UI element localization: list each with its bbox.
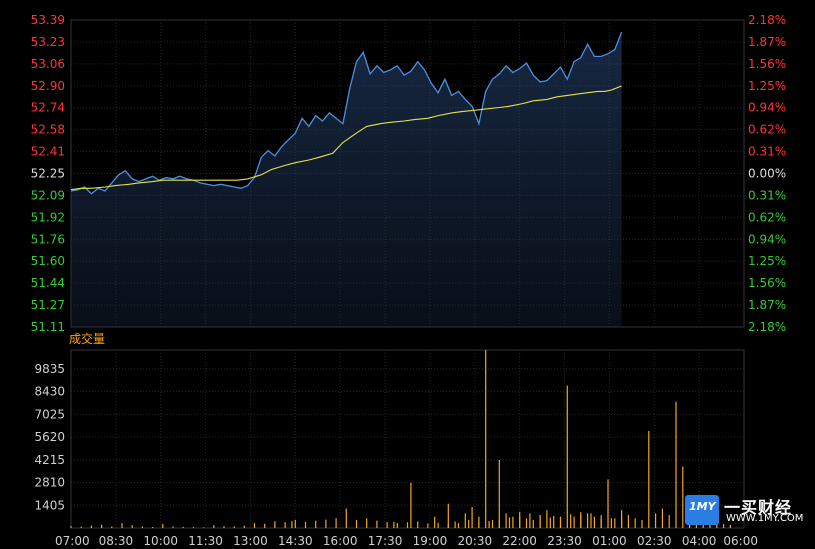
percent-tick-label: 1.25% bbox=[748, 254, 786, 268]
percent-tick-label: 1.87% bbox=[748, 35, 786, 49]
watermark-sub: WWW.1MY.COM bbox=[726, 513, 804, 524]
price-tick-label: 51.92 bbox=[31, 210, 65, 224]
percent-tick-label: 0.94% bbox=[748, 101, 786, 115]
price-area bbox=[71, 32, 622, 327]
x-tick-label: 16:00 bbox=[323, 534, 358, 548]
x-tick-label: 07:00 bbox=[55, 534, 90, 548]
price-tick-label: 51.27 bbox=[31, 298, 65, 312]
percent-tick-label: 0.62% bbox=[748, 123, 786, 137]
x-tick-label: 11:30 bbox=[188, 534, 223, 548]
x-tick-label: 02:30 bbox=[637, 534, 672, 548]
volume-title: 成交量 bbox=[69, 331, 105, 346]
price-tick-label: 53.39 bbox=[31, 13, 65, 27]
price-tick-label: 52.09 bbox=[31, 188, 65, 202]
percent-tick-label: 2.18% bbox=[748, 13, 786, 27]
price-tick-label: 53.06 bbox=[31, 57, 65, 71]
volume-tick-label: 8430 bbox=[34, 385, 65, 399]
watermark-mark: 1MY bbox=[689, 500, 716, 513]
percent-tick-label: 0.31% bbox=[748, 188, 786, 202]
percent-tick-label: 0.94% bbox=[748, 232, 786, 246]
price-tick-label: 51.76 bbox=[31, 232, 65, 246]
price-tick-label: 51.44 bbox=[31, 276, 65, 290]
price-tick-label: 52.25 bbox=[31, 167, 65, 181]
volume-tick-label: 5620 bbox=[34, 430, 65, 444]
x-tick-label: 20:30 bbox=[458, 534, 493, 548]
volume-tick-label: 4215 bbox=[34, 453, 65, 467]
x-tick-label: 17:30 bbox=[368, 534, 403, 548]
volume-tick-label: 1405 bbox=[34, 498, 65, 512]
price-tick-label: 52.41 bbox=[31, 145, 65, 159]
price-tick-label: 52.74 bbox=[31, 101, 65, 115]
average-line bbox=[70, 85, 622, 191]
x-tick-label: 19:00 bbox=[413, 534, 448, 548]
price-tick-label: 53.23 bbox=[31, 35, 65, 49]
percent-tick-label: 1.56% bbox=[748, 57, 786, 71]
volume-tick-label: 2810 bbox=[34, 476, 65, 490]
x-tick-label: 23:30 bbox=[547, 534, 582, 548]
x-tick-label: 04:00 bbox=[682, 534, 717, 548]
x-tick-label: 14:30 bbox=[278, 534, 313, 548]
watermark-name: 一买财经 bbox=[724, 498, 793, 517]
x-tick-label: 10:00 bbox=[143, 534, 178, 548]
percent-tick-label: 0.31% bbox=[748, 145, 786, 159]
price-tick-label: 52.58 bbox=[31, 123, 65, 137]
percent-tick-label: 1.56% bbox=[748, 276, 786, 290]
price-line bbox=[70, 31, 623, 195]
x-tick-label: 13:00 bbox=[233, 534, 268, 548]
volume-tick-label: 7025 bbox=[34, 407, 65, 421]
volume-panel-frame bbox=[70, 349, 745, 529]
price-tick-label: 51.60 bbox=[31, 254, 65, 268]
watermark-logo-icon bbox=[685, 495, 719, 525]
percent-tick-label: 1.25% bbox=[748, 79, 786, 93]
volume-tick-label: 9835 bbox=[34, 362, 65, 376]
x-tick-label: 22:00 bbox=[502, 534, 537, 548]
x-tick-label: 08:30 bbox=[99, 534, 134, 548]
x-tick-label: 01:00 bbox=[592, 534, 627, 548]
price-tick-label: 52.90 bbox=[31, 79, 65, 93]
percent-tick-label: 0.00% bbox=[748, 167, 786, 181]
percent-tick-label: 2.18% bbox=[748, 320, 786, 334]
percent-tick-label: 0.62% bbox=[748, 210, 786, 224]
price-tick-label: 51.11 bbox=[31, 320, 65, 334]
x-tick-label: 06:00 bbox=[723, 534, 758, 548]
percent-tick-label: 1.87% bbox=[748, 298, 786, 312]
